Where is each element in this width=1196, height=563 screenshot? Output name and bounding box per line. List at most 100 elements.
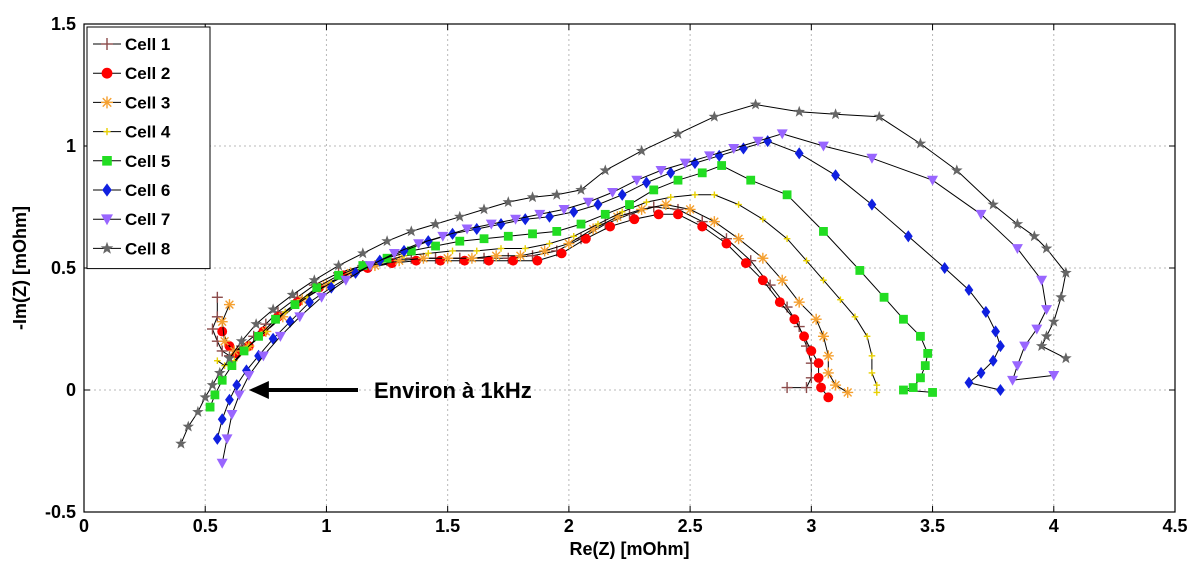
series-point [752, 136, 764, 147]
series-point [461, 224, 473, 235]
x-axis-label: Re(Z) [mOhm] [570, 539, 690, 559]
series-point [927, 175, 939, 186]
series-point [223, 299, 235, 311]
series-point [1011, 244, 1023, 254]
series-point [521, 245, 529, 252]
legend-label: Cell 5 [125, 152, 170, 171]
series-point [399, 244, 409, 257]
series-point [740, 258, 751, 269]
series-point [254, 349, 263, 362]
series-point [539, 245, 551, 257]
series-point [749, 98, 762, 110]
series-point [587, 223, 599, 235]
series-point [217, 326, 228, 337]
x-tick-label: 2 [564, 516, 574, 536]
series-point [903, 230, 913, 243]
series-point [101, 214, 113, 226]
series-point [570, 232, 578, 240]
series-point [733, 233, 745, 245]
y-axis-label: -Im(Z) [mOhm] [10, 206, 30, 330]
series-point [431, 241, 440, 251]
series-point [981, 305, 991, 318]
series-point [607, 187, 619, 198]
legend-box [86, 26, 211, 270]
series-point [551, 188, 563, 200]
series-point [697, 221, 708, 232]
legend-label: Cell 8 [125, 239, 170, 258]
series-point [739, 142, 748, 155]
series-point [611, 211, 623, 223]
series-point [101, 38, 113, 50]
series-point [923, 349, 933, 358]
series-line [221, 133, 1054, 464]
series-cell-8 [175, 98, 1072, 449]
series-point [405, 225, 418, 237]
series-point [192, 405, 204, 417]
series-point [1019, 341, 1031, 352]
series-point [101, 96, 113, 109]
series-point [286, 288, 299, 300]
series-point [817, 141, 829, 152]
annotation-text: Environ à 1kHz [374, 378, 532, 403]
series-point [600, 209, 610, 219]
series-point [816, 382, 826, 393]
legend-entry: Cell 6 [93, 181, 170, 200]
series-point [271, 314, 280, 324]
series-point [520, 213, 530, 226]
x-tick-label: 3 [806, 516, 816, 536]
series-point [783, 235, 791, 243]
series-point [873, 110, 885, 122]
series-point [413, 239, 425, 250]
series-point [437, 231, 449, 242]
series-point [629, 214, 640, 225]
series-point [975, 209, 987, 220]
series-point [545, 210, 554, 223]
legend-label: Cell 4 [125, 123, 171, 142]
series-point [708, 216, 720, 228]
series-point [227, 361, 237, 370]
series-point [799, 331, 810, 342]
series-point [666, 166, 676, 179]
annotation-arrow-head [248, 381, 269, 399]
series-point [294, 312, 306, 323]
series-point [211, 311, 223, 323]
series-point [1035, 340, 1048, 351]
series-point [233, 390, 245, 401]
series-point [214, 366, 226, 378]
series-point [528, 229, 537, 239]
series-point [216, 345, 228, 357]
series-point [642, 176, 651, 189]
series-point [793, 296, 805, 308]
series-point [714, 149, 724, 162]
y-tick-label: 1.5 [51, 14, 76, 34]
x-tick-label: 2.5 [678, 516, 703, 536]
series-point [988, 354, 998, 367]
series-point [794, 147, 804, 160]
series-point [226, 410, 238, 420]
series-point [232, 379, 242, 392]
series-point [673, 209, 683, 220]
series-point [829, 108, 842, 120]
series-point [558, 205, 570, 215]
series-point [873, 381, 881, 389]
series-point [340, 275, 352, 286]
series-point [514, 250, 526, 262]
series-point [532, 255, 543, 266]
series-point [182, 420, 194, 432]
series-point [429, 218, 442, 229]
x-tick-label: 4 [1049, 516, 1059, 536]
series-point [1041, 305, 1053, 315]
series-point [312, 283, 322, 292]
series-point [822, 350, 834, 362]
series-point [527, 250, 539, 262]
series-point [250, 318, 262, 329]
y-tick-label: 1 [66, 136, 76, 156]
legend-label: Cell 7 [125, 210, 170, 229]
x-tick-label: 1.5 [435, 516, 460, 536]
series-point [490, 250, 502, 262]
series-point [576, 219, 586, 229]
series-point [388, 248, 400, 259]
series-point [235, 335, 248, 347]
series-point [763, 135, 773, 148]
series-point [803, 257, 810, 264]
